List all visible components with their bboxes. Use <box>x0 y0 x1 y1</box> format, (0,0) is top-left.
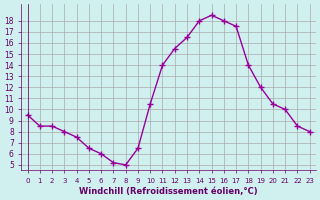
X-axis label: Windchill (Refroidissement éolien,°C): Windchill (Refroidissement éolien,°C) <box>79 187 258 196</box>
